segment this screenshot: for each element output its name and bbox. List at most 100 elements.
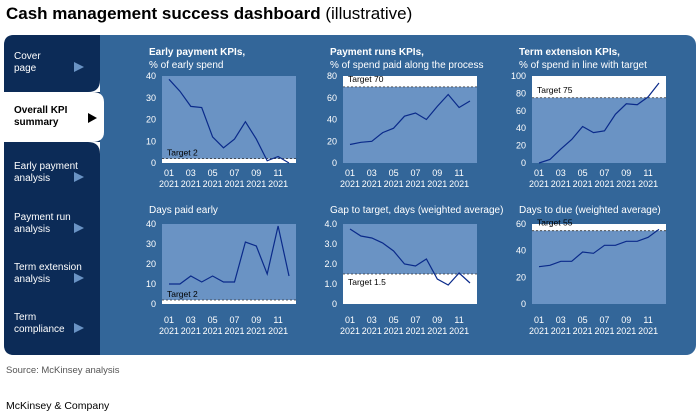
x-tick-month: 01: [534, 168, 544, 178]
sidebar-item-label: summary: [14, 117, 59, 128]
y-tick-label: 30: [146, 93, 156, 103]
target-label: Target 1.5: [348, 277, 386, 287]
arrow-right-icon: [74, 323, 84, 333]
x-tick-year: 2021: [594, 179, 614, 189]
x-tick-month: 09: [621, 315, 631, 325]
y-tick-label: 1.0: [324, 279, 337, 289]
x-tick-month: 03: [556, 315, 566, 325]
x-tick-month: 11: [454, 315, 463, 325]
brand-footer: McKinsey & Company: [6, 400, 110, 412]
series-line: [349, 93, 471, 146]
x-tick-month: 11: [454, 168, 463, 178]
x-tick-year: 2021: [449, 326, 469, 336]
x-tick-year: 2021: [362, 326, 382, 336]
x-tick-month: 09: [621, 168, 631, 178]
y-tick-label: 0: [151, 158, 156, 168]
target-band: [162, 158, 296, 163]
target-label: Target 70: [348, 74, 384, 84]
target-label: Target 2: [167, 148, 198, 158]
chart-subtitle: Days paid early: [149, 205, 218, 216]
charts-grid: Early payment KPIs, % of early spend Targe…: [146, 47, 666, 336]
x-tick-month: 01: [534, 315, 544, 325]
chart-subtitle: Days to due (weighted average): [519, 205, 661, 216]
x-tick-year: 2021: [246, 326, 266, 336]
x-tick-month: 01: [164, 168, 174, 178]
tab-corner: [88, 80, 100, 92]
arrow-right-icon: [74, 223, 84, 233]
x-tick-year: 2021: [551, 179, 571, 189]
y-tick-label: 20: [516, 141, 526, 151]
sidebar-item-label: analysis: [14, 224, 50, 235]
x-tick-month: 01: [345, 168, 355, 178]
x-tick-month: 07: [599, 315, 609, 325]
chart-subtitle: Gap to target, days (weighted average): [330, 205, 503, 216]
target-label: Target 2: [167, 289, 198, 299]
x-tick-year: 2021: [362, 179, 382, 189]
x-tick-year: 2021: [405, 326, 425, 336]
x-tick-month: 05: [208, 315, 218, 325]
x-tick-month: 03: [367, 168, 377, 178]
x-tick-year: 2021: [427, 326, 447, 336]
x-tick-month: 01: [164, 315, 174, 325]
x-tick-month: 11: [273, 315, 282, 325]
x-tick-year: 2021: [449, 179, 469, 189]
x-tick-year: 2021: [246, 179, 266, 189]
x-tick-year: 2021: [159, 179, 179, 189]
arrow-right-icon: [74, 62, 84, 72]
sidebar-item-label: Cover: [14, 51, 41, 62]
x-tick-month: 05: [389, 315, 399, 325]
y-tick-label: 20: [516, 272, 526, 282]
y-tick-label: 0: [332, 158, 337, 168]
sidebar-item-label: analysis: [14, 173, 50, 184]
x-tick-year: 2021: [268, 326, 288, 336]
y-tick-label: 60: [516, 219, 526, 229]
sidebar-item-label: Early payment: [14, 161, 78, 172]
chart-3: Term extension KPIs, % of spend in line w…: [511, 47, 666, 189]
target-band: [532, 76, 666, 98]
chart-title: Term extension KPIs,: [519, 47, 620, 58]
x-tick-month: 05: [578, 315, 588, 325]
x-tick-month: 03: [367, 315, 377, 325]
y-tick-label: 40: [327, 115, 337, 125]
x-tick-month: 09: [432, 168, 442, 178]
sidebar-item-label: Term: [14, 312, 36, 323]
x-tick-month: 05: [208, 168, 218, 178]
y-tick-label: 40: [146, 219, 156, 229]
chart-title: Payment runs KPIs,: [330, 47, 424, 58]
x-tick-year: 2021: [268, 179, 288, 189]
chart-2: Payment runs KPIs, % of spend paid along …: [327, 47, 483, 189]
sidebar-background: [4, 35, 100, 355]
x-tick-year: 2021: [181, 326, 201, 336]
series-line: [538, 82, 660, 164]
x-tick-year: 2021: [616, 326, 636, 336]
chart-5: Gap to target, days (weighted average) Ta…: [324, 205, 503, 336]
y-tick-label: 80: [516, 88, 526, 98]
x-tick-year: 2021: [340, 326, 360, 336]
x-tick-month: 09: [251, 315, 261, 325]
chart-1: Early payment KPIs, % of early spend Targe…: [146, 47, 296, 189]
x-tick-year: 2021: [384, 326, 404, 336]
x-tick-month: 09: [251, 168, 261, 178]
sidebar-item-label: analysis: [14, 274, 50, 285]
y-tick-label: 2.0: [324, 259, 337, 269]
y-tick-label: 60: [327, 93, 337, 103]
x-tick-year: 2021: [203, 326, 223, 336]
y-tick-label: 100: [511, 71, 526, 81]
x-tick-month: 01: [345, 315, 355, 325]
x-tick-month: 11: [273, 168, 282, 178]
plot-area: [343, 76, 477, 163]
y-tick-label: 10: [146, 136, 156, 146]
x-tick-year: 2021: [616, 179, 636, 189]
target-label: Target 55: [537, 218, 573, 228]
x-tick-year: 2021: [203, 179, 223, 189]
arrow-right-icon: [74, 172, 84, 182]
sidebar-item-label: Payment run: [14, 212, 71, 223]
x-tick-month: 07: [229, 315, 239, 325]
